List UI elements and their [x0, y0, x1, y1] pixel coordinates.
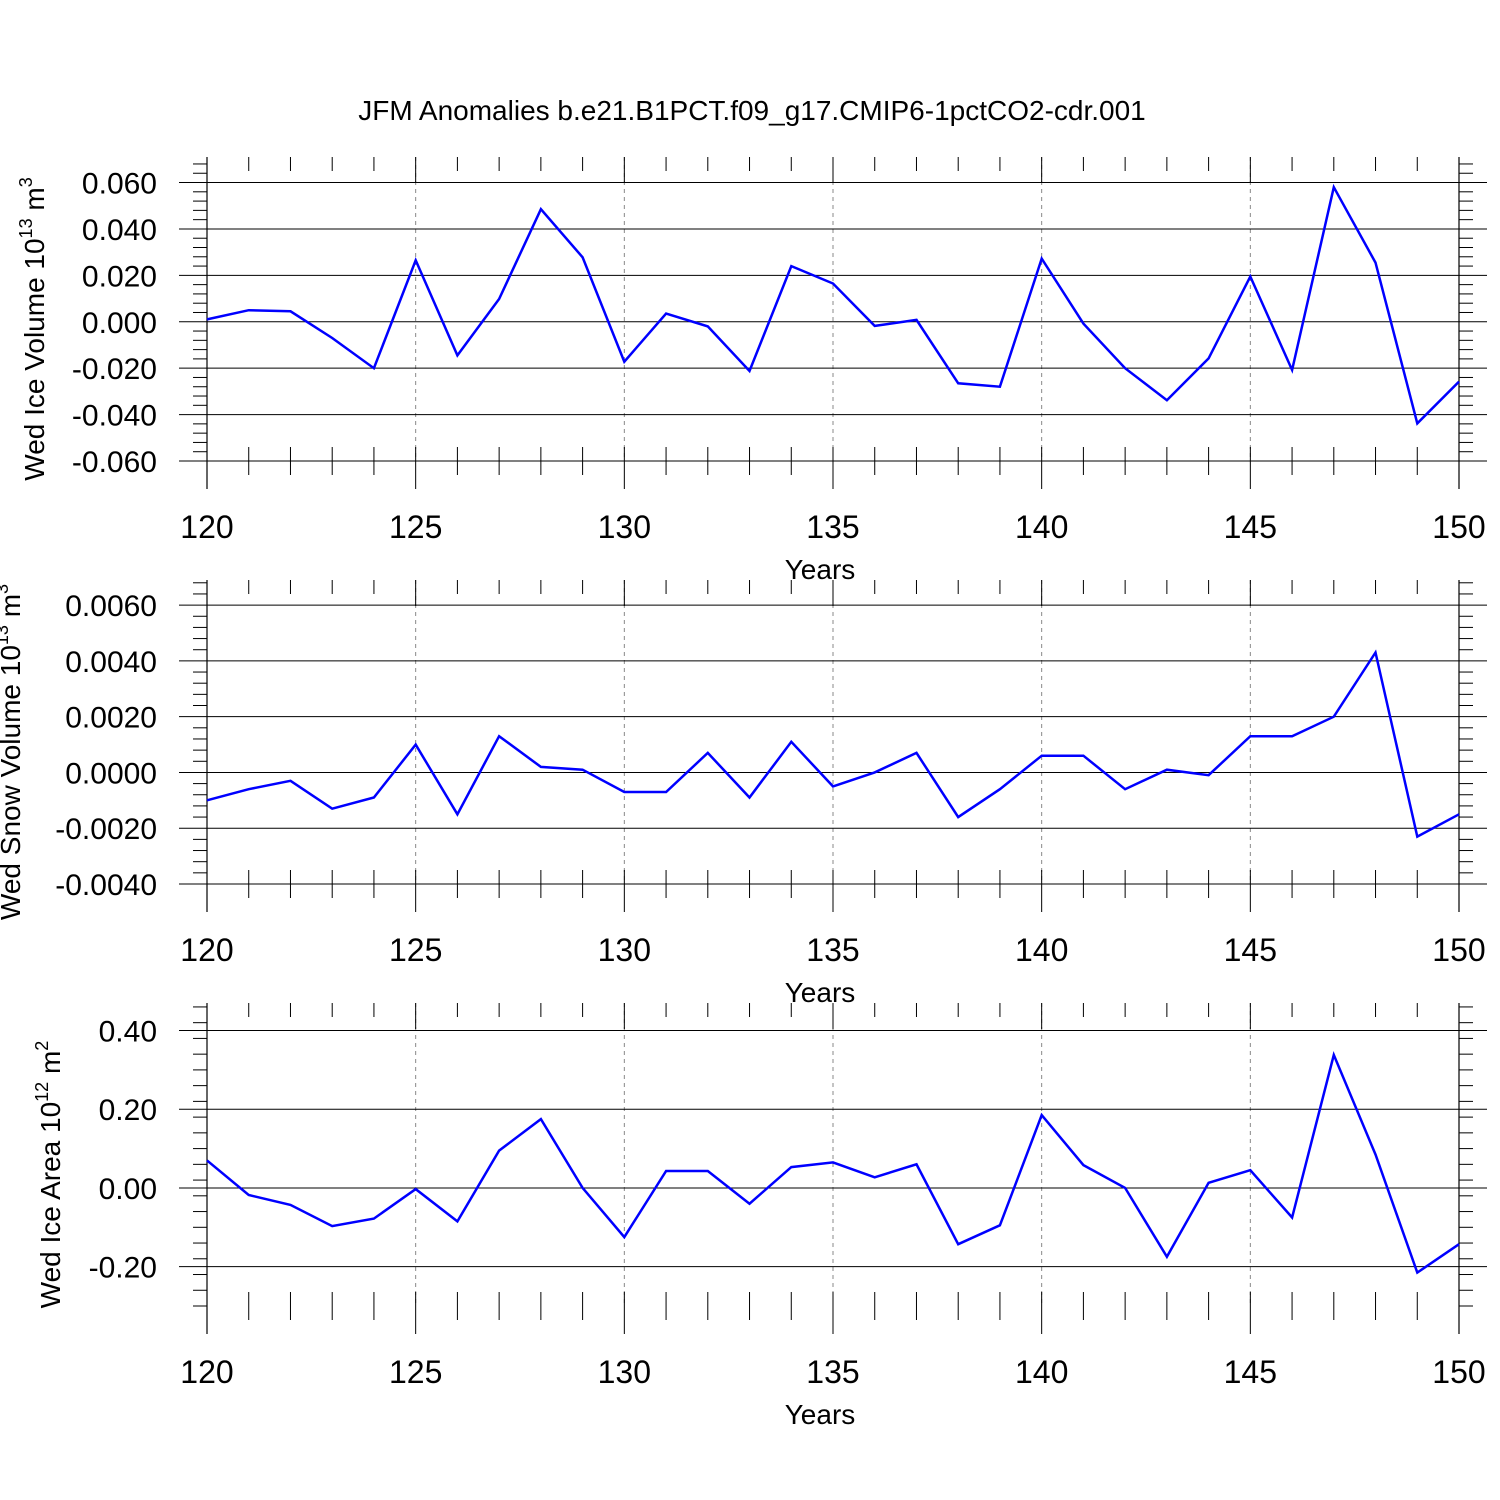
x-tick-label: 120: [180, 932, 233, 968]
x-tick-label: 135: [806, 509, 859, 545]
chart-panel-1: -0.060 -0.040 -0.020 0.000 0.020 0.040 0.060 12…: [16, 157, 1487, 585]
y-axis-label: Wed Ice Volume 1013 m3: [16, 177, 50, 480]
y-tick-label: -0.060: [72, 446, 157, 479]
x-tick-label: 145: [1224, 1354, 1277, 1390]
y-tick-label: -0.20: [89, 1252, 157, 1285]
y-tick-label: 0.060: [82, 168, 157, 201]
y-tick-label: 0.040: [82, 214, 157, 247]
x-tick-label: 130: [598, 509, 651, 545]
x-tick-label: 130: [598, 932, 651, 968]
y-tick-label: -0.020: [72, 353, 157, 386]
x-tick-label: 145: [1224, 509, 1277, 545]
series-line: [206, 1050, 1460, 1275]
y-tick-label: -0.0040: [55, 869, 157, 902]
y-tick-label: 0.0000: [65, 757, 157, 790]
x-tick-label: 140: [1015, 509, 1068, 545]
x-tick-label: 135: [806, 932, 859, 968]
chart-title: JFM Anomalies b.e21.B1PCT.f09_g17.CMIP6-…: [358, 95, 1146, 126]
y-axis-label: Wed Snow Volume 1013 m3: [0, 584, 26, 920]
y-tick-label: 0.40: [99, 1016, 157, 1049]
x-tick-label: 150: [1432, 1354, 1485, 1390]
y-axis-label: Wed Ice Area 1012 m2: [32, 1041, 66, 1309]
x-axis-label: Years: [785, 554, 856, 585]
y-tick-label: 0.00: [99, 1173, 157, 1206]
x-tick-label: 120: [180, 509, 233, 545]
x-tick-label: 140: [1015, 932, 1068, 968]
x-tick-label: 145: [1224, 932, 1277, 968]
x-tick-label: 125: [389, 1354, 442, 1390]
x-tick-label: 150: [1432, 509, 1485, 545]
chart-panel-2: -0.0040 -0.0020 0.0000 0.0020 0.0040 0.0060 12…: [0, 580, 1487, 1008]
y-tick-label: -0.040: [72, 400, 157, 433]
x-tick-label: 125: [389, 932, 442, 968]
y-tick-label: 0.0060: [65, 590, 157, 623]
x-tick-label: 140: [1015, 1354, 1068, 1390]
y-tick-label: -0.0020: [55, 813, 157, 846]
x-axis-label: Years: [785, 977, 856, 1008]
x-tick-label: 125: [389, 509, 442, 545]
y-tick-label: 0.000: [82, 307, 157, 340]
x-axis-label: Years: [785, 1399, 856, 1430]
y-tick-label: 0.20: [99, 1094, 157, 1127]
x-tick-label: 150: [1432, 932, 1485, 968]
x-tick-label: 120: [180, 1354, 233, 1390]
x-tick-label: 130: [598, 1354, 651, 1390]
y-tick-label: 0.0020: [65, 702, 157, 735]
series-line: [206, 183, 1460, 426]
y-tick-label: 0.0040: [65, 646, 157, 679]
chart-panel-3: -0.20 0.00 0.20 0.40 120 125 130 135 140 145 150 Ye…: [32, 1003, 1487, 1430]
y-tick-label: 0.020: [82, 260, 157, 293]
x-tick-label: 135: [806, 1354, 859, 1390]
series-line: [206, 649, 1460, 839]
